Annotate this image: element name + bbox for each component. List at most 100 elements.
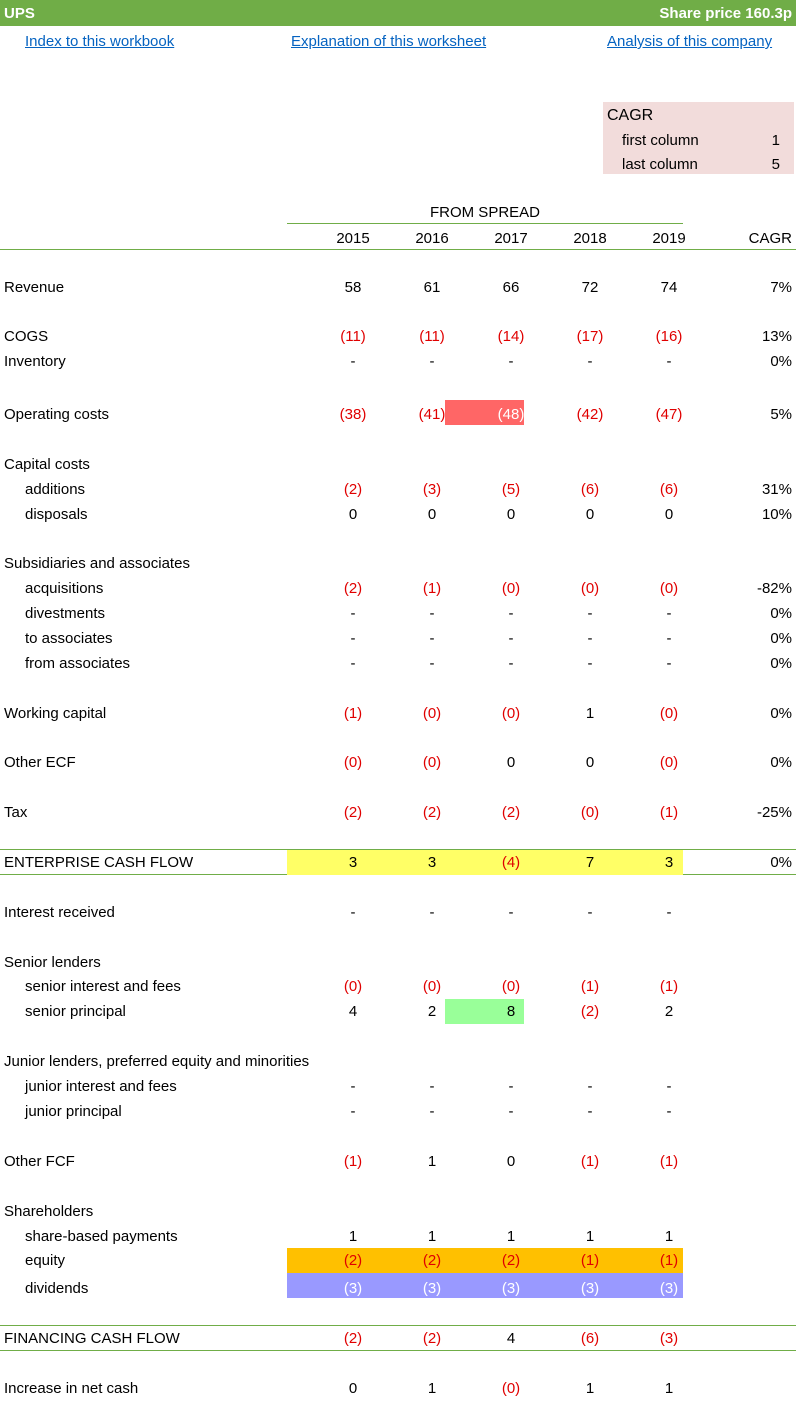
table-cell[interactable]: (0) — [501, 978, 521, 995]
cagr-last-value[interactable]: 5 — [771, 156, 780, 173]
table-cell[interactable]: - — [350, 605, 356, 622]
table-cell[interactable]: (0) — [422, 754, 442, 771]
cagr-first-value[interactable]: 1 — [771, 132, 780, 149]
table-cell[interactable]: 1 — [664, 1228, 674, 1245]
table-cell[interactable]: (2) — [580, 1003, 600, 1020]
table-cell[interactable]: (1) — [659, 1153, 679, 1170]
table-cell[interactable]: 0 — [664, 506, 674, 523]
table-cell[interactable]: (2) — [501, 1252, 521, 1269]
table-cell[interactable]: (3) — [343, 1280, 363, 1297]
cagr-cell[interactable]: -82% — [756, 580, 792, 597]
table-cell[interactable]: - — [587, 605, 593, 622]
table-cell[interactable]: (4) — [501, 854, 521, 871]
table-cell[interactable]: - — [350, 630, 356, 647]
table-cell[interactable]: (17) — [576, 328, 604, 345]
table-cell[interactable]: - — [429, 1103, 435, 1120]
table-cell[interactable]: (3) — [422, 1280, 442, 1297]
table-cell[interactable]: (0) — [580, 580, 600, 597]
table-cell[interactable]: - — [350, 353, 356, 370]
table-cell[interactable]: 0 — [506, 506, 516, 523]
analysis-link[interactable]: Analysis of this company — [607, 33, 773, 50]
table-cell[interactable]: (11) — [419, 328, 445, 345]
cagr-cell[interactable]: 0% — [770, 705, 792, 722]
table-cell[interactable]: (48) — [497, 406, 525, 423]
table-cell[interactable]: - — [429, 353, 435, 370]
table-cell[interactable]: (41) — [418, 406, 446, 423]
table-cell[interactable]: 2 — [664, 1003, 674, 1020]
table-cell[interactable]: (6) — [580, 1330, 600, 1347]
table-cell[interactable]: (6) — [659, 481, 679, 498]
cagr-cell[interactable]: 0% — [770, 605, 792, 622]
table-cell[interactable]: - — [587, 655, 593, 672]
table-cell[interactable]: (42) — [576, 406, 604, 423]
table-cell[interactable]: - — [666, 605, 672, 622]
table-cell[interactable]: (5) — [501, 481, 521, 498]
table-cell[interactable]: (1) — [659, 1252, 679, 1269]
table-cell[interactable]: 0 — [427, 506, 437, 523]
table-cell[interactable]: (2) — [343, 580, 363, 597]
table-cell[interactable]: 2 — [427, 1003, 437, 1020]
table-cell[interactable]: 1 — [348, 1228, 358, 1245]
table-cell[interactable]: 1 — [427, 1153, 437, 1170]
cagr-cell[interactable]: 0% — [770, 754, 792, 771]
table-cell[interactable]: (2) — [422, 804, 442, 821]
table-cell[interactable]: - — [666, 630, 672, 647]
table-cell[interactable]: - — [350, 1078, 356, 1095]
table-cell[interactable]: - — [666, 1078, 672, 1095]
table-cell[interactable]: - — [508, 904, 514, 921]
table-cell[interactable]: (1) — [422, 580, 442, 597]
table-cell[interactable]: - — [587, 630, 593, 647]
table-cell[interactable]: - — [429, 1078, 435, 1095]
table-cell[interactable]: - — [429, 630, 435, 647]
table-cell[interactable]: - — [587, 1103, 593, 1120]
table-cell[interactable]: (2) — [343, 804, 363, 821]
table-cell[interactable]: (14) — [497, 328, 525, 345]
table-cell[interactable]: 1 — [585, 705, 595, 722]
table-cell[interactable]: 0 — [348, 506, 358, 523]
table-cell[interactable]: 0 — [585, 754, 595, 771]
table-cell[interactable]: 3 — [348, 854, 358, 871]
table-cell[interactable]: 1 — [664, 1380, 674, 1397]
table-cell[interactable]: 0 — [506, 1153, 516, 1170]
table-cell[interactable]: (1) — [580, 978, 600, 995]
table-cell[interactable]: 8 — [506, 1003, 516, 1020]
table-cell[interactable]: - — [350, 1103, 356, 1120]
table-cell[interactable]: 1 — [427, 1380, 437, 1397]
table-cell[interactable]: 61 — [423, 279, 441, 296]
table-cell[interactable]: 66 — [502, 279, 520, 296]
table-cell[interactable]: - — [666, 904, 672, 921]
table-cell[interactable]: (0) — [422, 705, 442, 722]
table-cell[interactable]: (0) — [659, 705, 679, 722]
table-cell[interactable]: 1 — [506, 1228, 516, 1245]
table-cell[interactable]: (2) — [501, 804, 521, 821]
table-cell[interactable]: (16) — [655, 328, 683, 345]
table-cell[interactable]: 0 — [348, 1380, 358, 1397]
cagr-cell[interactable]: 0% — [770, 630, 792, 647]
table-cell[interactable]: (3) — [580, 1280, 600, 1297]
table-cell[interactable]: (2) — [343, 481, 363, 498]
table-cell[interactable]: 58 — [344, 279, 362, 296]
table-cell[interactable]: (0) — [659, 580, 679, 597]
table-cell[interactable]: (1) — [659, 978, 679, 995]
table-cell[interactable]: 3 — [427, 854, 437, 871]
table-cell[interactable]: - — [666, 353, 672, 370]
table-cell[interactable]: 1 — [585, 1380, 595, 1397]
table-cell[interactable]: 74 — [660, 279, 678, 296]
table-cell[interactable]: (0) — [580, 804, 600, 821]
table-cell[interactable]: (2) — [343, 1252, 363, 1269]
table-cell[interactable]: 1 — [585, 1228, 595, 1245]
table-cell[interactable]: - — [666, 655, 672, 672]
table-cell[interactable]: (1) — [343, 1153, 363, 1170]
table-cell[interactable]: (0) — [659, 754, 679, 771]
cagr-cell[interactable]: 7% — [770, 279, 792, 296]
cagr-cell[interactable]: -25% — [756, 804, 792, 821]
cagr-cell[interactable]: 0% — [770, 353, 792, 370]
table-cell[interactable]: (2) — [422, 1252, 442, 1269]
cagr-cell[interactable]: 10% — [761, 506, 792, 523]
table-cell[interactable]: - — [587, 904, 593, 921]
table-cell[interactable]: 4 — [506, 1330, 516, 1347]
table-cell[interactable]: 0 — [506, 754, 516, 771]
table-cell[interactable]: (47) — [655, 406, 683, 423]
table-cell[interactable]: (3) — [659, 1280, 679, 1297]
table-cell[interactable]: - — [508, 630, 514, 647]
